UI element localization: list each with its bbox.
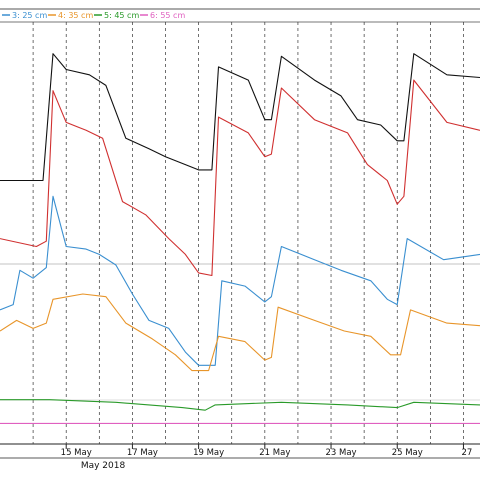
series-layer xyxy=(0,53,480,424)
series-line-5 xyxy=(0,399,480,411)
x-tick-label-6: 25 May xyxy=(392,448,423,458)
legend: 3: 25 cm 4: 35 cm 5: 45 cm 6: 55 cm xyxy=(2,11,185,20)
vertical-gridlines xyxy=(32,22,464,444)
x-tick-label-7: 27 xyxy=(461,448,472,458)
x-tick-label-1: 15 May xyxy=(61,448,92,458)
x-tick-label-3: 19 May xyxy=(193,448,224,458)
series-line-1 xyxy=(0,53,480,182)
legend-label-1: 3: 25 cm xyxy=(12,11,47,20)
plot-frame xyxy=(0,8,480,445)
series-line-2 xyxy=(0,79,480,277)
series-line-4 xyxy=(0,293,480,372)
legend-label-3: 5: 45 cm xyxy=(104,11,139,20)
x-tick-label-4: 21 May xyxy=(259,448,290,458)
legend-label-2: 4: 35 cm xyxy=(58,11,93,20)
series-line-3 xyxy=(0,195,480,366)
x-axis: 15 May 17 May 19 May 21 May 23 May 25 May 27 xyxy=(0,444,480,459)
x-axis-month-label: May 2018 xyxy=(81,461,126,471)
x-tick-label-5: 23 May xyxy=(325,448,356,458)
x-tick-label-2: 17 May xyxy=(127,448,158,458)
legend-label-4: 6: 55 cm xyxy=(150,11,185,20)
